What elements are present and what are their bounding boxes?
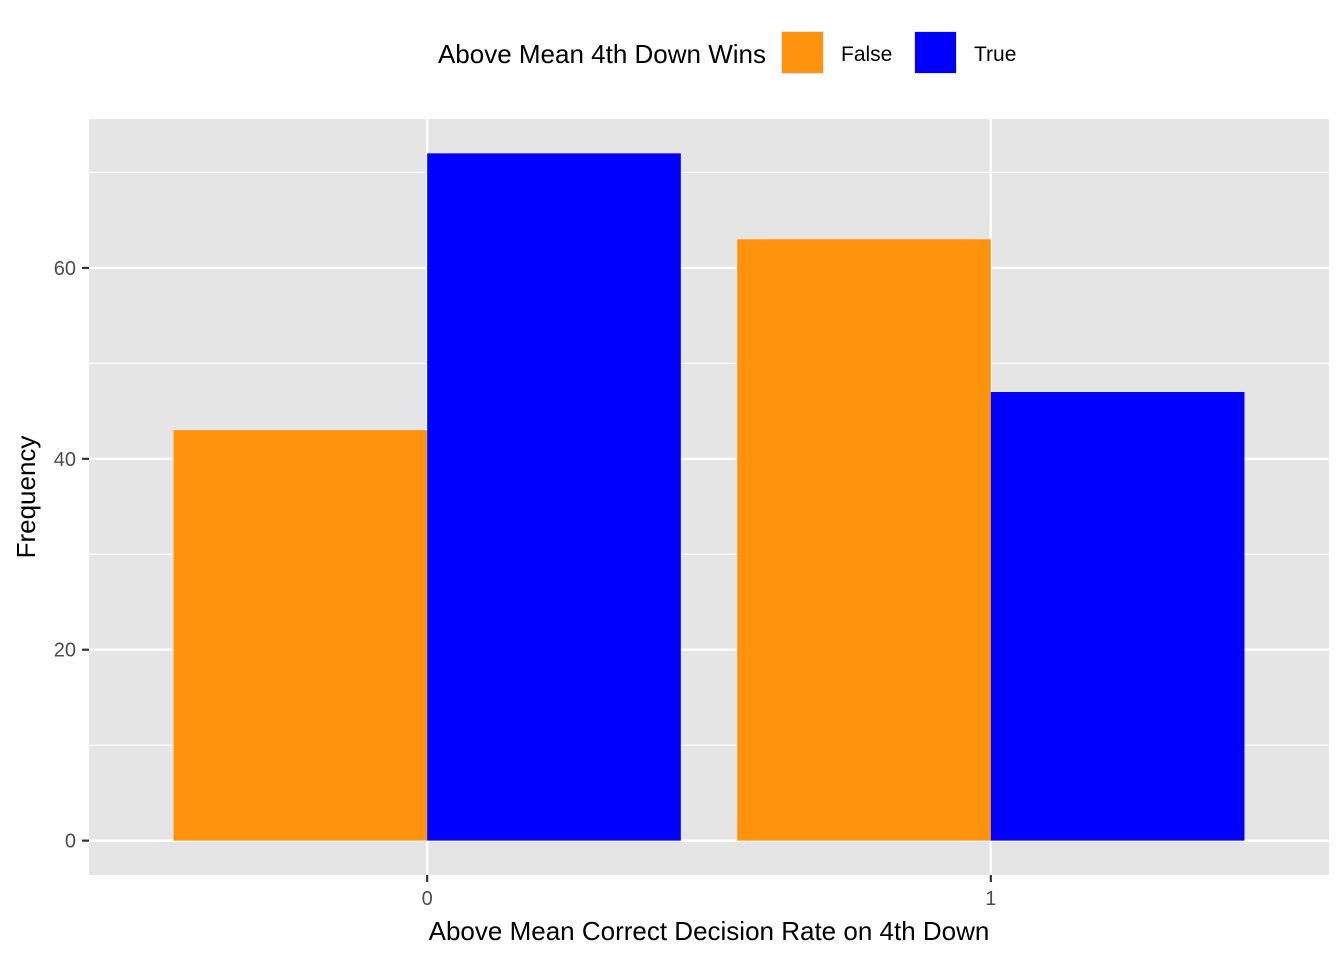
bar-false-1 bbox=[737, 239, 991, 841]
x-axis-title: Above Mean Correct Decision Rate on 4th … bbox=[429, 916, 990, 946]
y-tick-label: 60 bbox=[54, 258, 76, 280]
legend-key-false bbox=[782, 32, 823, 73]
bar-true-1 bbox=[990, 392, 1245, 841]
legend-title: Above Mean 4th Down Wins bbox=[438, 39, 766, 69]
bar-true-0 bbox=[427, 153, 681, 841]
bar-false-0 bbox=[173, 430, 428, 841]
legend-label-false: False bbox=[841, 43, 892, 66]
x-tick-label: 1 bbox=[985, 888, 996, 910]
y-tick-label: 0 bbox=[65, 831, 76, 853]
y-tick-label: 20 bbox=[54, 640, 76, 662]
legend-label-true: True bbox=[974, 43, 1016, 66]
bars bbox=[173, 153, 1245, 841]
legend: Above Mean 4th Down Wins False True bbox=[438, 31, 1016, 74]
y-axis: 0 20 40 60 bbox=[54, 258, 89, 853]
y-axis-title: Frequency bbox=[11, 436, 41, 559]
y-tick-label: 40 bbox=[54, 449, 76, 471]
x-tick-label: 0 bbox=[422, 888, 433, 910]
legend-key-true bbox=[915, 32, 956, 73]
